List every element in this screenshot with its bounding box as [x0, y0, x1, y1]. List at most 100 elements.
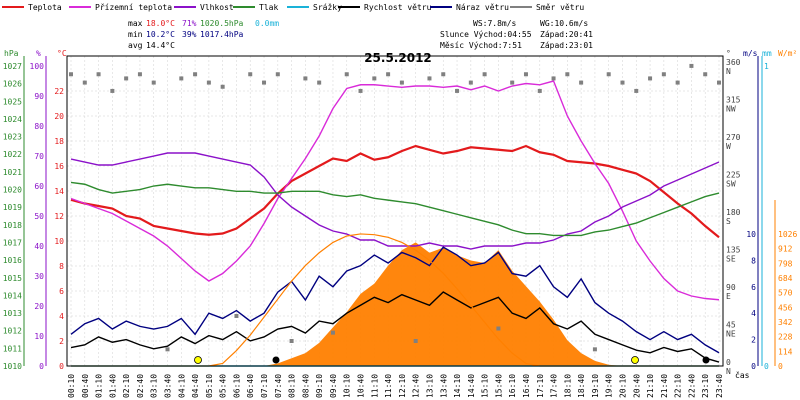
series-line-4 [70, 181, 720, 237]
pressure-unit: hPa [4, 49, 19, 58]
pressure-tick-7: 1017 [3, 238, 22, 247]
temperature-tick-1: 2 [59, 337, 64, 346]
wind-dir-tick-4: 180 [726, 208, 741, 217]
solar-tick-3: 342 [778, 318, 793, 327]
wind-dir-point-6 [137, 72, 142, 77]
axes: 1010101110121013101410151016101710181019… [3, 49, 798, 376]
temperature-unit: °C [57, 49, 67, 58]
x-tick-32: 16:10 [508, 374, 517, 398]
wind-dir-tick-7: 315 [726, 95, 741, 104]
wind-dir-point-8 [165, 347, 170, 352]
pressure-tick-2: 1012 [3, 327, 22, 336]
wind-dir-point-33 [510, 80, 515, 85]
wind-dir-point-32 [496, 326, 501, 331]
max-pressure: 1020.5hPa [200, 19, 244, 28]
chart-title: 25.5.2012 [364, 51, 432, 65]
avg-temp: 14.4°C [146, 41, 175, 50]
wind-dir-tick-2: 90 [726, 283, 736, 292]
x-tick-35: 17:40 [550, 374, 559, 398]
wind-dir-point-7 [151, 80, 156, 85]
x-tick-2: 01:10 [95, 374, 104, 398]
series-line-1 [70, 144, 720, 239]
pressure-tick-10: 1020 [3, 186, 22, 195]
wind-dir-point-1 [69, 72, 73, 77]
x-tick-39: 19:40 [605, 374, 614, 398]
wind-dir-point-4 [110, 88, 115, 93]
wind-dir-point-10 [193, 72, 198, 77]
wind-compass-tick-2: E [726, 292, 731, 301]
wind-speed-stat: WS:7.8m/s [473, 19, 517, 28]
x-tick-8: 04:10 [177, 374, 186, 398]
wind-speed-tick-2: 4 [751, 309, 756, 318]
wind-dir-tick-8: 360 [726, 58, 741, 67]
wind-dir-point-12 [220, 84, 225, 89]
legend-label-8: Směr větru [536, 3, 584, 12]
solar-tick-6: 684 [778, 274, 793, 283]
wind-direction-markers [69, 63, 721, 352]
humidity-tick-8: 80 [34, 122, 44, 131]
rain-tick-1: 1 [764, 62, 769, 71]
wind-dir-point-28 [441, 72, 446, 77]
wind-dir-point-30 [468, 80, 473, 85]
max-temp: 18.0°C [146, 19, 175, 28]
moonrise-marker [272, 356, 280, 364]
sun-rise: Slunce Východ:04:55 [440, 30, 532, 39]
wind-dir-point-44 [661, 72, 666, 77]
wind-dir-point-24 [386, 72, 391, 77]
pressure-tick-8: 1018 [3, 221, 22, 230]
humidity-unit: % [36, 49, 41, 58]
min-label: min [128, 30, 143, 39]
series-line-2 [70, 80, 720, 301]
legend-label-7: Náraz větru [456, 3, 509, 12]
humidity-tick-3: 30 [34, 272, 44, 281]
legend-label-5: Srážky [313, 3, 342, 12]
legend-label-3: Vlhkost [200, 3, 234, 12]
x-tick-44: 22:10 [674, 374, 683, 398]
x-tick-0: 00:10 [67, 374, 76, 398]
wind-dir-point-37 [565, 72, 570, 77]
pressure-tick-6: 1016 [3, 256, 22, 265]
wind-dir-point-29 [455, 88, 460, 93]
wind-speed-tick-3: 6 [751, 283, 756, 292]
moonset-marker [702, 356, 710, 364]
wind-compass-tick-6: W [726, 142, 731, 151]
wind-dir-tick-0: 0 [726, 358, 731, 367]
x-tick-12: 06:10 [232, 374, 241, 398]
pressure-tick-11: 1021 [3, 168, 22, 177]
wind-compass-tick-8: N [726, 67, 731, 76]
astro-markers [194, 356, 710, 364]
solar-tick-2: 228 [778, 333, 793, 342]
min-humidity: 39% [182, 30, 197, 39]
x-tick-28: 14:10 [453, 374, 462, 398]
pressure-tick-15: 1025 [3, 97, 22, 106]
x-tick-31: 15:40 [494, 374, 503, 398]
wind-dir-point-2 [82, 80, 87, 85]
moon-set: Západ:23:01 [540, 41, 593, 50]
x-tick-10: 05:10 [205, 374, 214, 398]
wind-speed-tick-1: 2 [751, 336, 756, 345]
sun-set: Západ:20:41 [540, 30, 593, 39]
rain-unit: mm [762, 49, 772, 58]
wind-dir-point-31 [482, 72, 487, 77]
wind-dir-point-34 [523, 72, 528, 77]
x-tick-4: 02:10 [122, 374, 131, 398]
x-tick-42: 21:10 [646, 374, 655, 398]
x-tick-7: 03:40 [164, 374, 173, 398]
x-tick-3: 01:40 [108, 374, 117, 398]
x-tick-19: 09:40 [329, 374, 338, 398]
min-pressure: 1017.4hPa [200, 30, 244, 39]
wind-dir-point-40 [606, 72, 611, 77]
wind-compass-tick-7: NW [726, 104, 736, 113]
solar-radiation-area [71, 242, 719, 366]
solar-tick-7: 798 [778, 259, 793, 268]
wind-dir-point-13 [234, 313, 239, 318]
series-line-5 [70, 291, 720, 363]
humidity-tick-7: 70 [34, 152, 44, 161]
stats-block: max 18.0°C 71% 1020.5hPa 0.0mm min 10.2°… [128, 19, 593, 50]
x-tick-16: 08:10 [288, 374, 297, 398]
temperature-tick-2: 4 [59, 312, 64, 321]
pressure-tick-13: 1023 [3, 133, 22, 142]
humidity-tick-6: 60 [34, 182, 44, 191]
wind-dir-point-43 [648, 76, 653, 81]
x-tick-21: 10:40 [357, 374, 366, 398]
